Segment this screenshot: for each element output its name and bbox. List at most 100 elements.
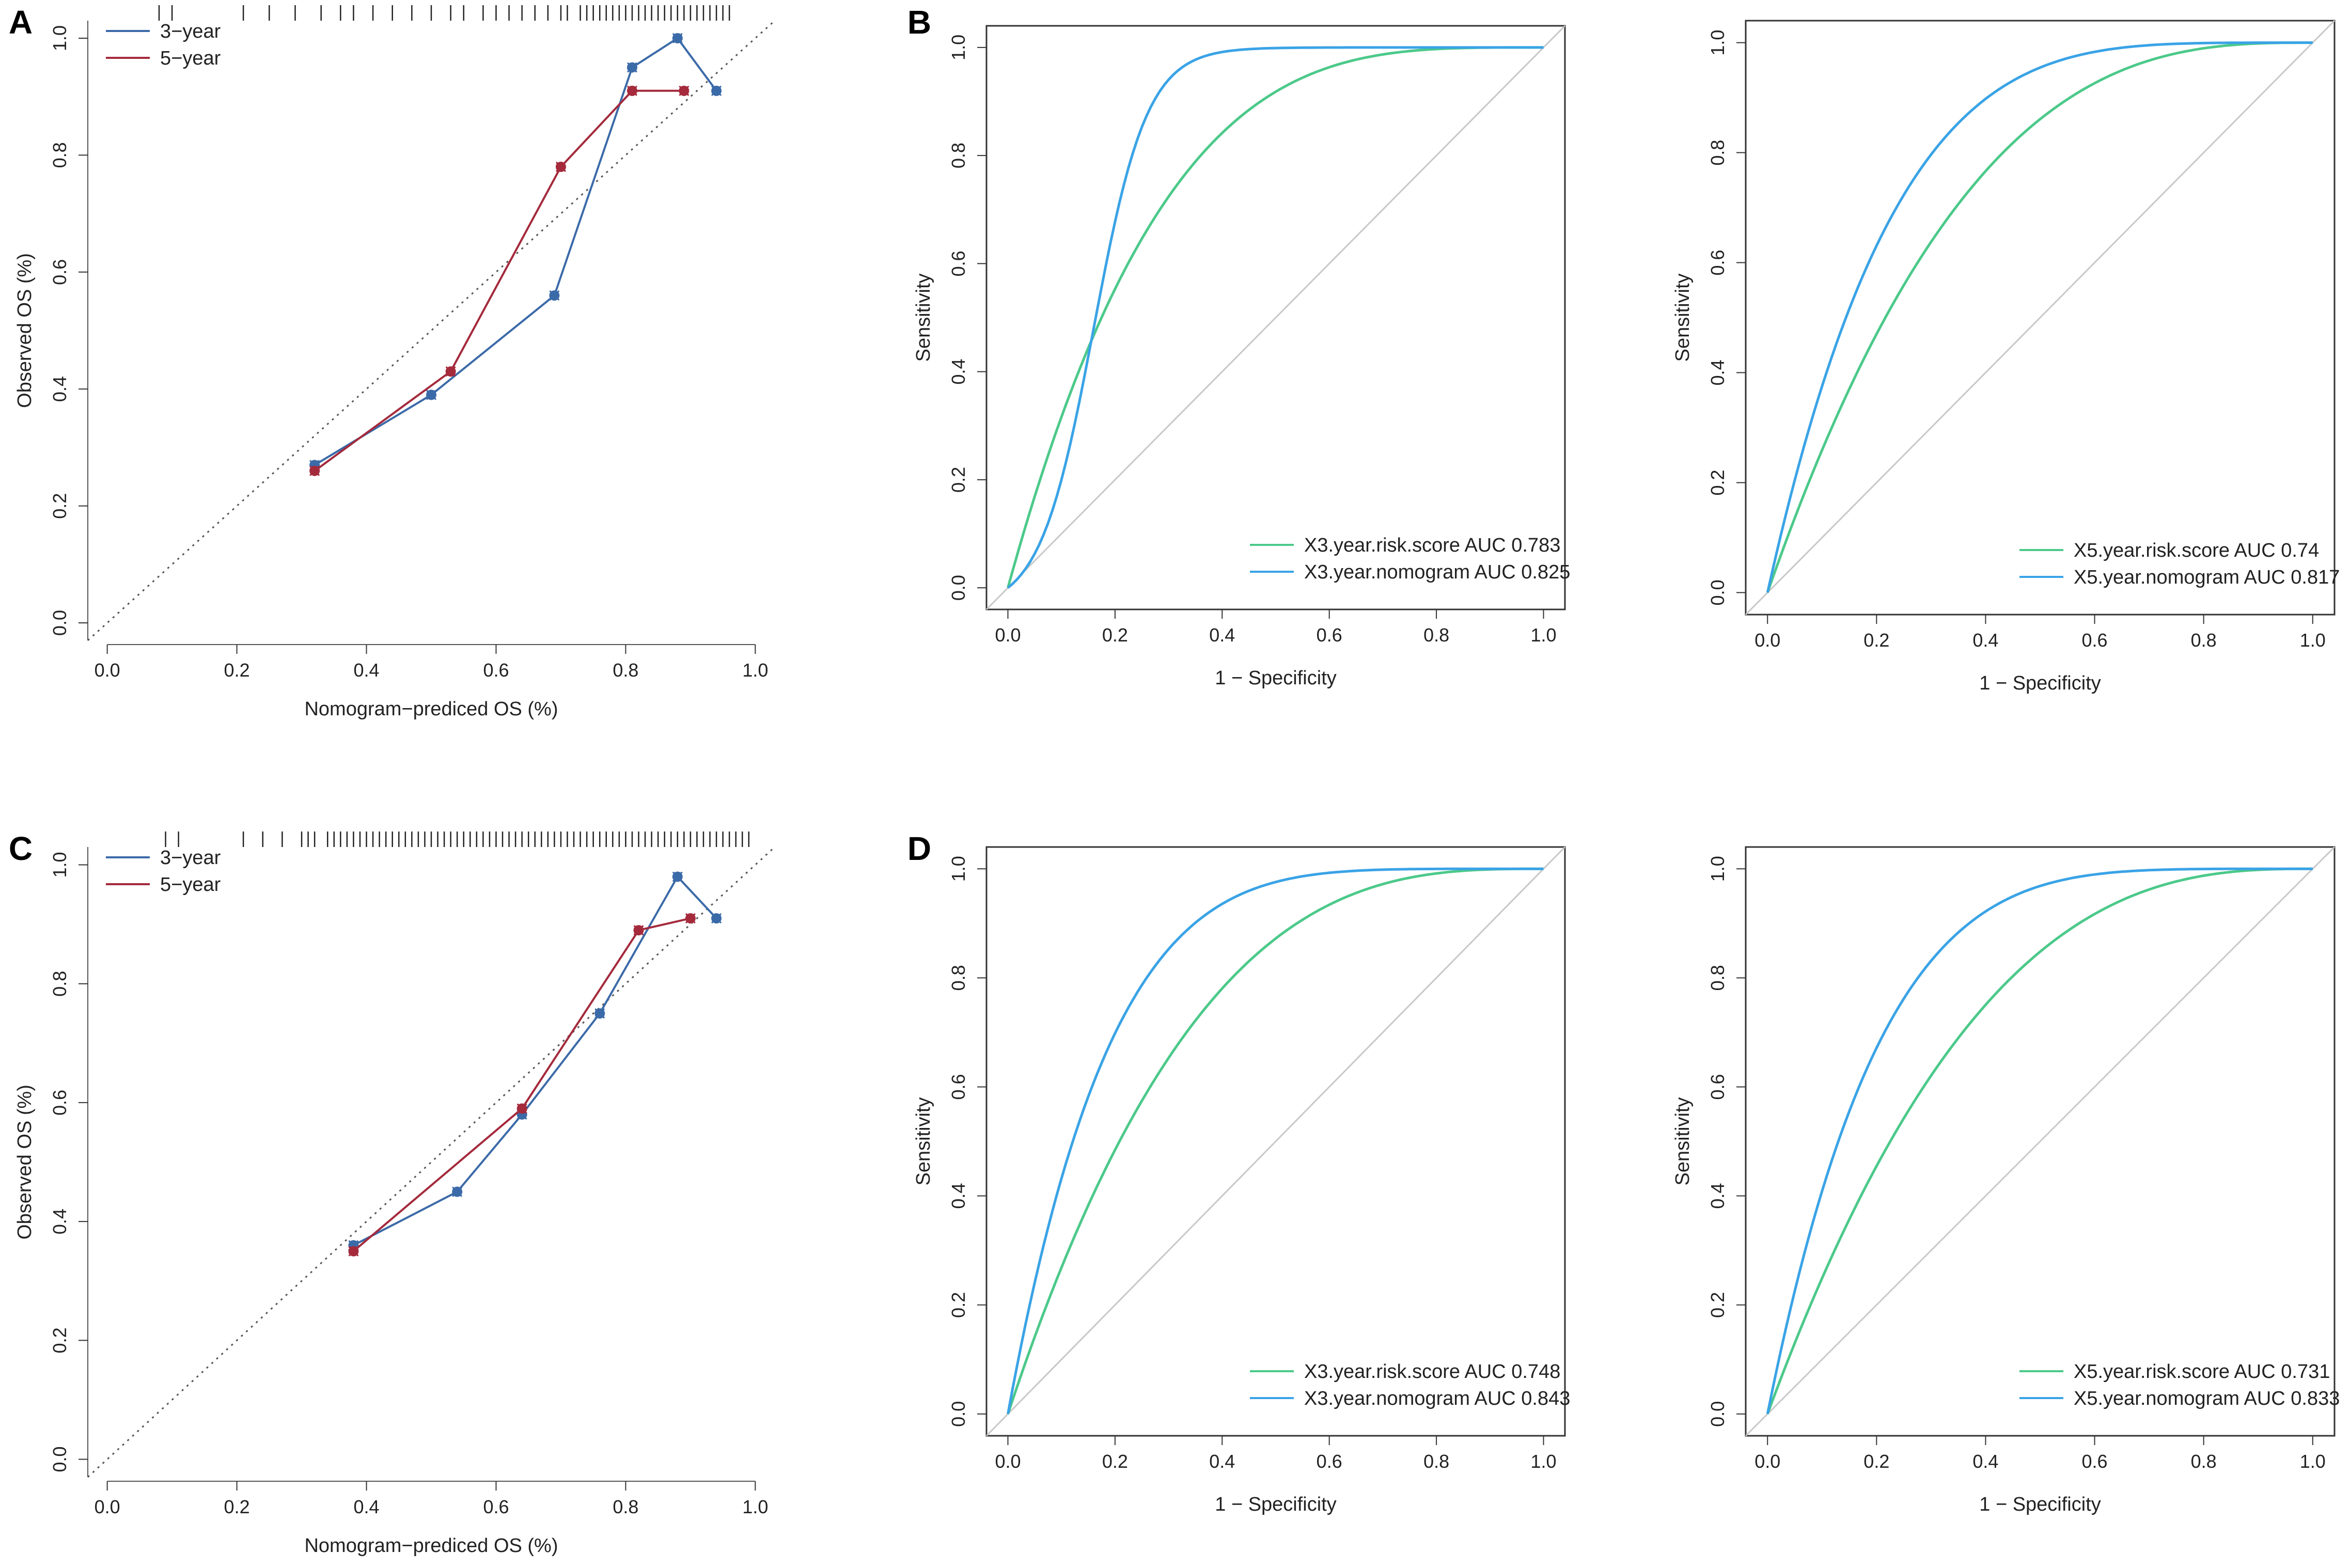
plot-frame	[985, 846, 1566, 1437]
roc-curve-x5-year-nomogram	[1766, 867, 2313, 1415]
x-tick-label: 0.8	[613, 1496, 638, 1517]
y-tick-label: 0.0	[49, 1446, 70, 1472]
y-tick-label: 1.0	[948, 856, 969, 882]
x-tick-label: 0.2	[224, 1496, 250, 1517]
y-tick-label: 1.0	[1707, 30, 1728, 56]
ideal-diagonal	[87, 846, 776, 1478]
calibration-line-3-year	[314, 37, 717, 466]
calibration-cross	[594, 1008, 605, 1019]
legend-label: 5−year	[160, 874, 221, 896]
plot-frame	[1745, 20, 2336, 616]
legend-label: X5.year.risk.score AUC 0.731	[2074, 1361, 2330, 1383]
y-tick-label: 0.6	[49, 1090, 70, 1116]
x-tick-label: 0.4	[1209, 624, 1235, 646]
calibration-cross	[426, 389, 437, 400]
roc-curve-x3-year-nomogram	[1007, 867, 1544, 1415]
y-axis-label: Sensitivity	[1672, 1097, 1694, 1185]
y-tick-label: 0.4	[948, 359, 969, 385]
x-tick-label: 0.8	[2191, 630, 2217, 651]
y-tick-label: 0.6	[1707, 1074, 1728, 1100]
y-axis-label: Observed OS (%)	[14, 1085, 36, 1240]
legend-label: X3.year.risk.score AUC 0.748	[1304, 1361, 1560, 1383]
x-tick-label: 0.0	[995, 1451, 1021, 1472]
calibration-cross	[633, 925, 644, 936]
x-tick-label: 0.8	[1423, 624, 1449, 646]
x-tick-label: 0.4	[354, 660, 380, 681]
y-tick-label: 0.2	[1707, 469, 1728, 495]
roc-curve-x5-year-risk-score	[1766, 41, 2313, 593]
panel-B1: 0.0 0.2 0.4 0.6 0.8 1.0 0.0 0.2 0.4 0.6 0.8 1.0 1 − …	[907, 4, 1571, 689]
calibration-line-5-year	[353, 917, 691, 1252]
y-tick-label: 0.2	[49, 493, 70, 519]
legend-label: X3.year.risk.score AUC 0.783	[1304, 535, 1560, 556]
y-tick-label: 1.0	[49, 852, 70, 878]
calibration-line-3-year	[353, 875, 717, 1246]
x-axis-label: Nomogram−prediced OS (%)	[304, 1535, 558, 1557]
panel-label-A: A	[9, 4, 33, 41]
legend-label: X5.year.nomogram AUC 0.817	[2074, 567, 2340, 588]
y-tick-label: 0.8	[1707, 965, 1728, 991]
reference-diagonal	[985, 846, 1566, 1437]
y-axis-label: Observed OS (%)	[14, 253, 36, 408]
y-tick-label: 0.0	[49, 610, 70, 636]
x-tick-label: 1.0	[742, 1496, 768, 1517]
x-axis-label: 1 − Specificity	[1215, 1494, 1337, 1515]
calibration-cross	[672, 33, 683, 44]
y-tick-label: 0.4	[1707, 359, 1728, 385]
y-tick-label: 0.4	[1707, 1183, 1728, 1209]
x-tick-label: 0.8	[613, 660, 638, 681]
x-tick-label: 0.2	[1102, 624, 1128, 646]
roc-curve-x3-year-nomogram	[1007, 46, 1544, 589]
x-tick-label: 0.2	[1863, 630, 1889, 651]
x-axis-label: Nomogram−prediced OS (%)	[304, 698, 558, 720]
y-tick-label: 0.4	[49, 1209, 70, 1234]
calibration-cross	[445, 366, 456, 377]
y-tick-label: 0.2	[1707, 1292, 1728, 1318]
x-tick-label: 0.0	[1754, 1451, 1780, 1472]
x-tick-label: 0.6	[483, 660, 509, 681]
x-tick-label: 1.0	[1530, 1451, 1556, 1472]
y-tick-label: 0.8	[49, 142, 70, 168]
reference-diagonal	[1745, 846, 2336, 1437]
reference-diagonal	[1745, 20, 2336, 616]
y-axis-label: Sensitivity	[1672, 273, 1694, 362]
calibration-cross	[555, 161, 567, 173]
panel-label-C: C	[9, 830, 33, 867]
y-tick-label: 0.0	[1707, 1401, 1728, 1427]
y-tick-label: 0.8	[948, 965, 969, 991]
x-tick-label: 0.8	[1423, 1451, 1449, 1472]
x-tick-label: 0.0	[995, 624, 1021, 646]
panel-B2: 0.0 0.2 0.4 0.6 0.8 1.0 0.0 0.2 0.4 0.6 0.8 1.0 1 − …	[1672, 20, 2340, 694]
x-tick-label: 0.6	[2082, 630, 2108, 651]
reference-diagonal	[985, 25, 1566, 610]
x-tick-label: 0.6	[483, 1496, 509, 1517]
y-tick-label: 0.6	[1707, 249, 1728, 275]
y-axis-label: Sensitivity	[913, 273, 934, 362]
x-tick-label: 0.4	[1972, 1451, 1998, 1472]
calibration-cross	[549, 290, 560, 301]
y-tick-label: 1.0	[49, 25, 70, 51]
x-tick-label: 1.0	[2300, 630, 2326, 651]
legend-label: X5.year.nomogram AUC 0.833	[2074, 1388, 2340, 1409]
y-tick-label: 0.0	[948, 1401, 969, 1427]
legend-label: X3.year.nomogram AUC 0.843	[1304, 1388, 1570, 1409]
x-tick-label: 0.6	[2082, 1451, 2108, 1472]
legend-label: 5−year	[160, 48, 221, 69]
x-tick-label: 0.2	[1863, 1451, 1889, 1472]
x-tick-label: 0.0	[95, 660, 120, 681]
x-tick-label: 0.2	[1102, 1451, 1128, 1472]
y-tick-label: 0.8	[49, 971, 70, 997]
y-tick-label: 0.2	[948, 467, 969, 493]
x-tick-label: 0.8	[2191, 1451, 2217, 1472]
panel-D2: 0.0 0.2 0.4 0.6 0.8 1.0 0.0 0.2 0.4 0.6 0.8 1.0 1 − …	[1672, 846, 2340, 1515]
x-tick-label: 0.2	[224, 660, 250, 681]
y-tick-label: 0.8	[948, 143, 969, 168]
legend-label: 3−year	[160, 21, 221, 42]
x-tick-label: 0.6	[1317, 1451, 1342, 1472]
calibration-cross	[516, 1103, 527, 1114]
x-tick-label: 1.0	[1530, 624, 1556, 646]
calibration-line-5-year	[314, 89, 684, 472]
calibration-cross	[348, 1246, 359, 1257]
y-tick-label: 0.6	[948, 250, 969, 276]
